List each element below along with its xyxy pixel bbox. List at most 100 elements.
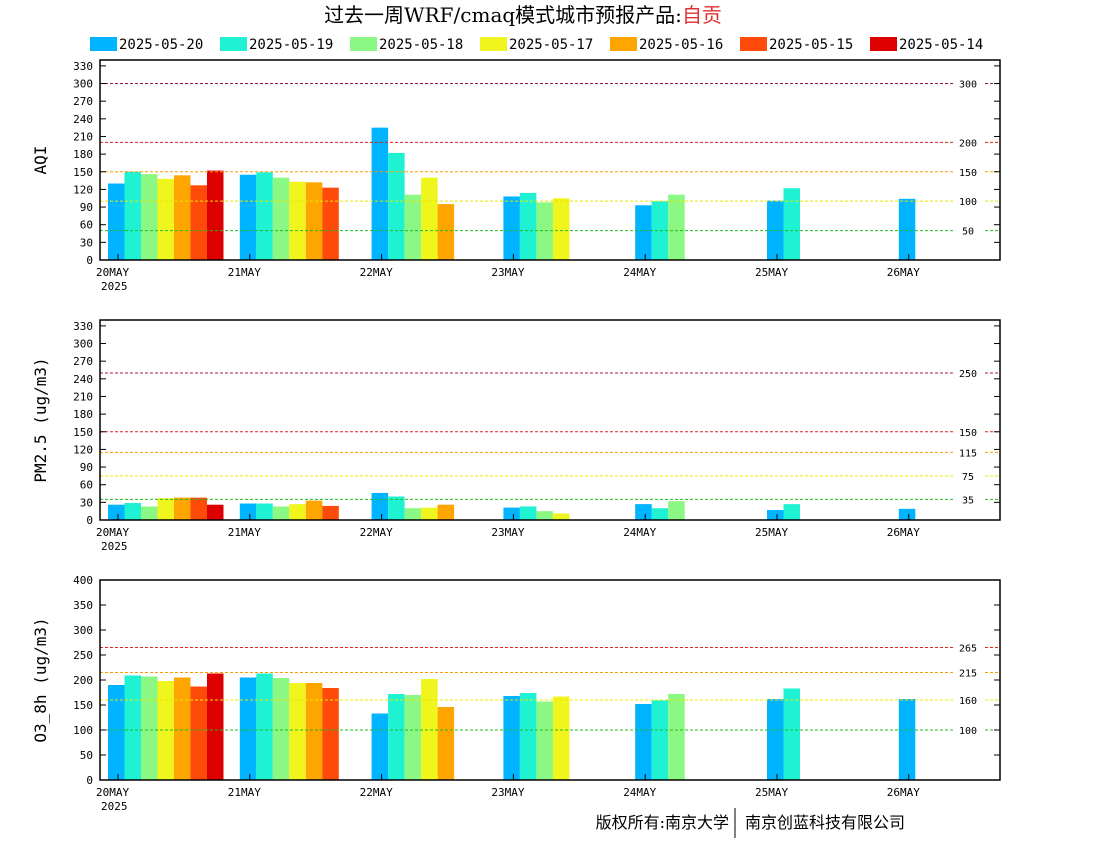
ref-label-75: 75 xyxy=(962,472,974,483)
chart-panels: 5010015020030003060901201501802102402703… xyxy=(31,59,1001,813)
bar-2025-05-18-22MAY xyxy=(404,695,422,780)
legend-swatch-2025-05-19 xyxy=(220,37,247,51)
panel-frame xyxy=(99,319,1001,521)
ref-label-150: 150 xyxy=(959,428,977,439)
legend-label-2025-05-19: 2025-05-19 xyxy=(249,37,333,53)
bar-2025-05-16-21MAY xyxy=(305,500,323,520)
x-tick-label-22MAY: 22MAY xyxy=(360,786,393,799)
legend-label-2025-05-15: 2025-05-15 xyxy=(769,37,853,53)
x-tick-label-21MAY: 21MAY xyxy=(228,526,261,539)
bar-2025-05-17-21MAY xyxy=(289,181,306,260)
x-tick-label-23MAY: 23MAY xyxy=(491,266,524,279)
bar-2025-05-17-21MAY xyxy=(289,504,306,520)
bar-2025-05-19-24MAY xyxy=(651,508,669,520)
bar-2025-05-17-22MAY xyxy=(421,507,438,520)
y-tick-label-0: 0 xyxy=(86,254,93,267)
legend: 2025-05-20 2025-05-19 2025-05-18 2025-05-17… xyxy=(90,37,983,53)
bar-2025-05-18-24MAY xyxy=(668,194,685,260)
bar-2025-05-20-20MAY xyxy=(108,183,125,260)
ref-label-100: 100 xyxy=(959,726,977,737)
ref-label-bg-200 xyxy=(955,136,983,149)
ref-label-bg-35 xyxy=(955,493,983,506)
bar-2025-05-18-24MAY xyxy=(668,694,685,780)
y-tick-label-60: 60 xyxy=(80,479,93,492)
x-tick-label-26MAY: 26MAY xyxy=(887,266,920,279)
y-tick-label-120: 120 xyxy=(73,443,93,456)
y-tick-label-330: 330 xyxy=(73,320,93,333)
panel-2: 35 75 115 150 250 0 30 60 90 120 150 180 210 240 270 30… xyxy=(31,319,1001,553)
bar-2025-05-18-20MAY xyxy=(141,174,158,260)
x-tick-label-20MAY: 20MAY xyxy=(96,266,129,279)
y-tick-label-150: 150 xyxy=(73,166,93,179)
bar-2025-05-19-23MAY xyxy=(519,693,537,780)
ref-label-215: 215 xyxy=(959,669,977,680)
legend-swatch-2025-05-14 xyxy=(870,37,897,51)
bar-2025-05-19-24MAY xyxy=(651,700,669,780)
bar-2025-05-19-25MAY xyxy=(783,188,800,260)
bar-2025-05-19-22MAY xyxy=(388,694,405,780)
bar-2025-05-19-25MAY xyxy=(783,688,800,780)
bar-2025-05-15-21MAY xyxy=(322,688,339,780)
bar-2025-05-20-24MAY xyxy=(635,205,652,260)
bar-2025-05-20-22MAY xyxy=(371,713,389,780)
legend-label-2025-05-18: 2025-05-18 xyxy=(379,37,463,53)
y-tick-label-50: 50 xyxy=(80,749,93,762)
x-tick-label-22MAY: 22MAY xyxy=(360,526,393,539)
bar-2025-05-15-21MAY xyxy=(322,505,339,520)
y-tick-label-250: 250 xyxy=(73,649,93,662)
bar-2025-05-20-24MAY xyxy=(635,704,652,780)
bar-2025-05-20-25MAY xyxy=(767,699,784,780)
ref-label-bg-265 xyxy=(955,641,983,654)
y-tick-label-240: 240 xyxy=(73,373,93,386)
ref-label-bg-250 xyxy=(955,366,983,379)
bar-2025-05-16-20MAY xyxy=(174,497,191,520)
bar-2025-05-18-23MAY xyxy=(536,701,553,780)
ref-label-bg-50 xyxy=(955,224,983,237)
chart-title-prefix: 过去一周WRF/cmaq模式城市预报产品: xyxy=(324,3,682,27)
bar-2025-05-19-20MAY xyxy=(124,171,141,260)
y-axis-label: PM2.5 (ug/m3) xyxy=(31,357,50,482)
bar-2025-05-14-20MAY xyxy=(207,170,224,260)
x-tick-sublabel-year: 2025 xyxy=(101,280,128,293)
bar-2025-05-20-20MAY xyxy=(108,504,125,520)
copyright-text: 版权所有:南京大学 xyxy=(596,813,729,832)
x-tick-sublabel-year: 2025 xyxy=(101,540,128,553)
y-axis-label: O3_8h (ug/m3) xyxy=(31,617,50,742)
ref-label-bg-115 xyxy=(955,446,983,459)
y-tick-label-300: 300 xyxy=(73,78,93,91)
bar-2025-05-20-22MAY xyxy=(371,127,389,260)
x-tick-sublabel-year: 2025 xyxy=(101,800,128,813)
bar-2025-05-16-22MAY xyxy=(437,204,455,260)
ref-label-265: 265 xyxy=(959,644,977,655)
chart-title-city: 自贡 xyxy=(682,3,722,27)
bar-2025-05-19-23MAY xyxy=(519,506,537,520)
ref-label-160: 160 xyxy=(959,696,977,707)
ref-label-bg-100 xyxy=(955,724,983,736)
ref-label-bg-160 xyxy=(955,694,983,706)
legend-swatch-2025-05-20 xyxy=(90,37,117,51)
bar-2025-05-16-20MAY xyxy=(174,677,191,780)
legend-swatch-2025-05-16 xyxy=(610,37,637,51)
bar-2025-05-17-23MAY xyxy=(552,198,570,260)
y-tick-label-270: 270 xyxy=(73,355,93,368)
y-axis-label: AQI xyxy=(31,146,50,175)
bar-2025-05-15-20MAY xyxy=(190,185,207,260)
ref-label-300: 300 xyxy=(959,80,977,91)
ref-label-115: 115 xyxy=(959,448,977,459)
y-tick-label-210: 210 xyxy=(73,390,93,403)
ref-label-bg-150 xyxy=(955,425,983,438)
y-tick-label-0: 0 xyxy=(86,514,93,527)
bar-2025-05-16-20MAY xyxy=(174,175,191,260)
y-tick-label-120: 120 xyxy=(73,183,93,196)
bar-2025-05-18-21MAY xyxy=(272,506,290,520)
y-tick-label-300: 300 xyxy=(73,338,93,351)
legend-swatch-2025-05-17 xyxy=(480,37,507,51)
bar-2025-05-20-20MAY xyxy=(108,685,125,780)
y-tick-label-100: 100 xyxy=(73,724,93,737)
legend-label-2025-05-14: 2025-05-14 xyxy=(899,37,983,53)
bar-2025-05-17-20MAY xyxy=(157,178,174,260)
bar-2025-05-17-21MAY xyxy=(289,683,306,780)
bar-2025-05-14-20MAY xyxy=(207,504,224,520)
ref-label-100: 100 xyxy=(959,197,977,208)
x-tick-label-25MAY: 25MAY xyxy=(755,786,788,799)
